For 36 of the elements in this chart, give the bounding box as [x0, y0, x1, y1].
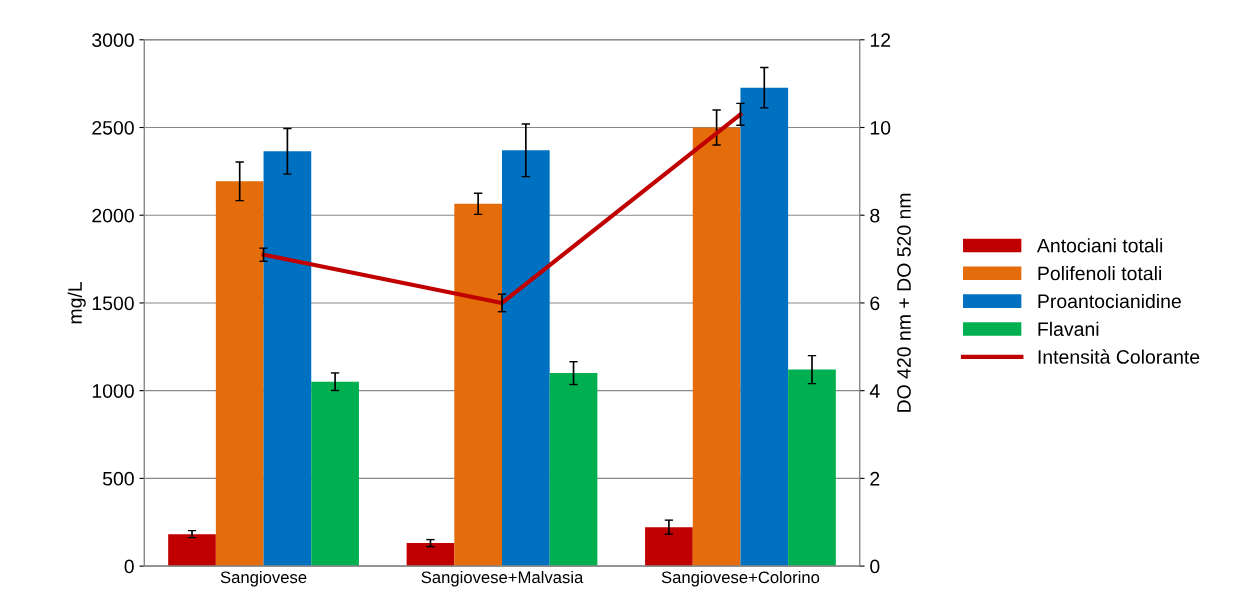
bar	[454, 203, 502, 567]
bar	[740, 87, 789, 567]
y-tick-label: 2500	[92, 120, 134, 135]
legend-label: Proantocianidine	[1038, 293, 1181, 309]
y2-tick-label: 6	[870, 296, 880, 311]
legend-label: Flavani	[1038, 321, 1099, 337]
bar	[645, 527, 693, 567]
bar	[311, 381, 359, 567]
y-tick-label: 3000	[92, 33, 134, 48]
y-tick-label: 0	[124, 559, 134, 574]
legend-label: Intensità Colorante	[1038, 349, 1200, 364]
bar	[263, 151, 312, 567]
legend-label: Antociani totali	[1036, 238, 1163, 253]
bar	[549, 373, 598, 567]
y-axis-title: mg/L	[67, 281, 86, 324]
y2-tick-label: 10	[870, 120, 891, 135]
legend-label: Polifenoli totali	[1038, 266, 1161, 281]
bar	[692, 127, 741, 567]
y2-tick-label: 8	[870, 208, 880, 223]
y2-axis-title: DO 420 nm + DO 520 nm	[897, 193, 911, 412]
y2-tick-label: 4	[869, 384, 880, 398]
y-tick-label: 1500	[92, 296, 134, 311]
x-tick-label: Sangiovese	[220, 570, 307, 587]
x-tick-label: Sangiovese+Malvasia	[421, 570, 584, 587]
bar	[215, 181, 264, 567]
y2-tick-label: 12	[870, 33, 891, 47]
bar	[502, 150, 550, 567]
y-tick-label: 1000	[92, 384, 134, 398]
y-tick-label: 2000	[92, 208, 134, 223]
y2-tick-label: 0	[870, 559, 880, 574]
y2-tick-label: 2	[870, 471, 880, 486]
bar	[406, 543, 455, 567]
bar	[788, 369, 836, 567]
x-tick-label: Sangiovese+Colorino	[661, 570, 820, 587]
y-tick-label: 500	[102, 471, 134, 486]
bar	[168, 534, 216, 567]
